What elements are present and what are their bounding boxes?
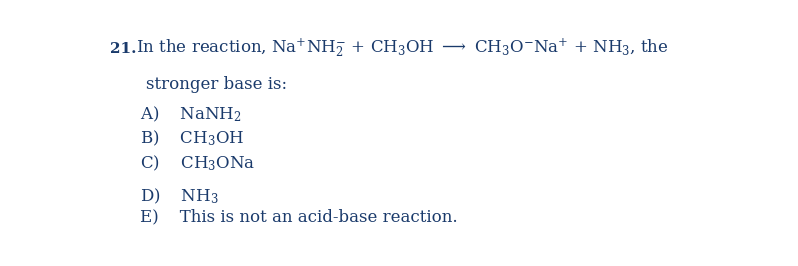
Text: E)    This is not an acid-base reaction.: E) This is not an acid-base reaction. [140,208,457,225]
Text: stronger base is:: stronger base is: [146,76,287,93]
Text: In the reaction, Na$^{+}$NH$_2^{-}$ + CH$_3$OH $\longrightarrow$ CH$_3$O$^{-}$Na: In the reaction, Na$^{+}$NH$_2^{-}$ + CH… [136,37,668,60]
Text: D)    NH$_3$: D) NH$_3$ [140,186,219,206]
Text: B)    CH$_3$OH: B) CH$_3$OH [140,129,244,148]
Text: A)    NaNH$_2$: A) NaNH$_2$ [140,104,242,124]
Text: C)    CH$_3$ONa: C) CH$_3$ONa [140,153,255,173]
Text: 21.: 21. [110,42,136,56]
